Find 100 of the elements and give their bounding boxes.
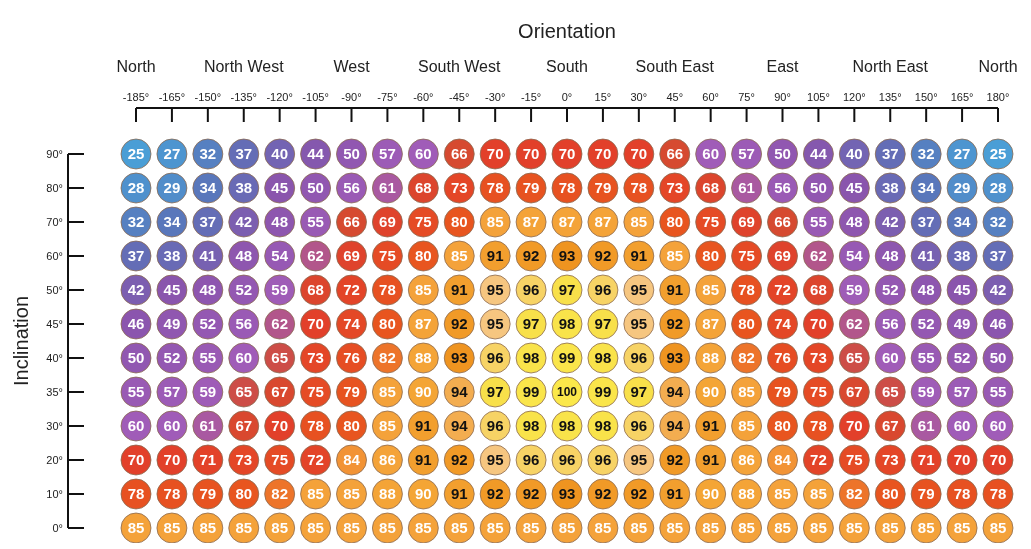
data-label: 34 <box>917 179 936 197</box>
x-tick-label: -120° <box>266 91 293 103</box>
y-axis-title: Inclination <box>10 295 32 387</box>
data-label: 85 <box>271 519 289 537</box>
data-label: 78 <box>810 417 827 435</box>
x-tick-label: -15° <box>520 91 542 103</box>
data-label: 90 <box>702 383 720 401</box>
text: North <box>116 58 156 75</box>
data-label: 32 <box>127 213 145 231</box>
data-label: 57 <box>738 145 755 163</box>
data-label: 59 <box>199 383 217 401</box>
data-label: 68 <box>307 281 324 299</box>
x-tick-label: 15° <box>594 91 612 103</box>
data-label: 29 <box>163 179 181 197</box>
data-label: 98 <box>558 315 576 333</box>
data-label: 67 <box>845 383 863 401</box>
data-label: 78 <box>630 179 648 197</box>
data-label: 45 <box>953 281 971 299</box>
data-label: 52 <box>235 281 253 299</box>
data-label: 80 <box>414 247 432 265</box>
data-label: 65 <box>881 383 899 401</box>
data-label: 79 <box>594 179 612 197</box>
data-label: 37 <box>917 213 935 231</box>
data-label: 93 <box>558 485 576 503</box>
data-label: 50 <box>989 349 1007 367</box>
data-label: 79 <box>774 383 791 401</box>
data-label: 96 <box>522 281 540 299</box>
data-label: 69 <box>379 213 396 231</box>
data-label: 95 <box>486 315 504 333</box>
data-label: 96 <box>522 451 540 469</box>
data-label: 82 <box>379 349 396 367</box>
data-label: 49 <box>953 315 971 333</box>
data-label: 85 <box>343 485 360 503</box>
data-label: 75 <box>414 213 432 231</box>
data-label: 34 <box>199 179 217 197</box>
data-label: 73 <box>666 179 684 197</box>
y-tick-label: 30° <box>46 419 63 432</box>
data-label: 85 <box>199 519 217 537</box>
data-label: 94 <box>666 417 684 435</box>
data-label: 42 <box>989 281 1007 299</box>
data-label: 84 <box>343 451 361 469</box>
data-label: 66 <box>343 213 360 231</box>
data-label: 61 <box>379 179 396 197</box>
data-label: 65 <box>271 349 289 367</box>
data-label: 80 <box>738 315 755 333</box>
data-label: 85 <box>702 281 720 299</box>
data-label: 85 <box>666 519 684 537</box>
data-label: 70 <box>486 145 504 163</box>
data-label: 82 <box>271 485 289 503</box>
data-label: 79 <box>522 179 540 197</box>
data-label: 85 <box>630 519 648 537</box>
data-label: 45 <box>271 179 289 197</box>
data-label: 34 <box>953 213 972 231</box>
text: East <box>766 58 800 75</box>
data-label: 37 <box>199 213 217 231</box>
data-label: 85 <box>738 519 755 537</box>
data-label: 52 <box>917 315 935 333</box>
data-label: 70 <box>522 145 540 163</box>
data-label: 95 <box>630 451 648 469</box>
data-label: 73 <box>450 179 468 197</box>
data-label: 87 <box>594 213 612 231</box>
x-tick-label: 60° <box>702 91 719 103</box>
data-label: 85 <box>810 485 827 503</box>
x-tick-label: 105° <box>807 91 830 103</box>
data-label: 85 <box>235 519 253 537</box>
data-label: 41 <box>199 247 217 265</box>
data-label: 78 <box>307 417 324 435</box>
data-label: 48 <box>271 213 289 231</box>
data-label: 96 <box>594 281 612 299</box>
data-label: 78 <box>163 485 181 503</box>
y-tick-label: 90° <box>46 147 63 160</box>
data-label: 66 <box>450 145 468 163</box>
data-label: 32 <box>917 145 935 163</box>
data-label: 96 <box>630 417 648 435</box>
data-label: 37 <box>881 145 899 163</box>
data-label: 85 <box>594 519 612 537</box>
data-label: 70 <box>989 451 1007 469</box>
data-label: 88 <box>414 349 432 367</box>
data-label: 85 <box>379 417 396 435</box>
data-label: 92 <box>666 315 684 333</box>
data-label: 70 <box>594 145 612 163</box>
data-label: 99 <box>522 383 540 401</box>
data-label: 42 <box>127 281 145 299</box>
data-label: 85 <box>450 247 468 265</box>
data-label: 70 <box>307 315 324 333</box>
data-label: 98 <box>594 349 612 367</box>
data-label: 48 <box>199 281 217 299</box>
data-label: 56 <box>235 315 253 333</box>
data-label: 86 <box>738 451 755 469</box>
x-tick-label: 165° <box>950 91 974 103</box>
x-tick-label: -185° <box>122 91 150 103</box>
data-label: 56 <box>881 315 899 333</box>
data-label: 37 <box>235 145 253 163</box>
data-label: 37 <box>127 247 145 265</box>
data-label: 98 <box>594 417 612 435</box>
data-label: 38 <box>953 247 971 265</box>
y-tick-label: 80° <box>46 181 63 194</box>
data-label: 96 <box>486 417 504 435</box>
data-label: 80 <box>235 485 253 503</box>
data-label: 68 <box>414 179 432 197</box>
